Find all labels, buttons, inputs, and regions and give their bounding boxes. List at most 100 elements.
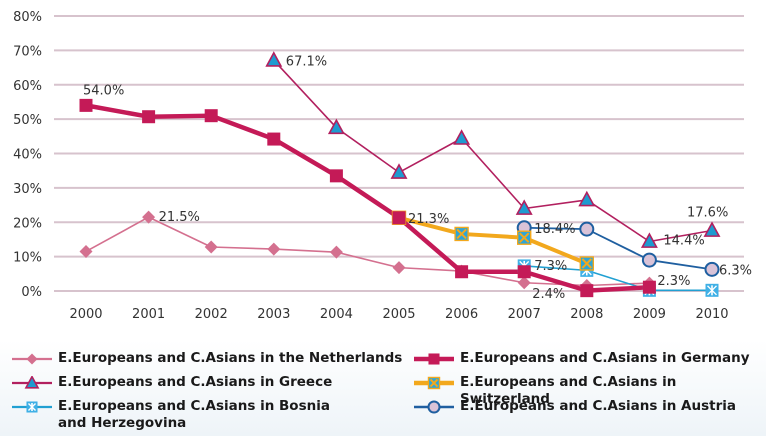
- legend-label: E.Europeans and C.Asians in Bosnia and H…: [58, 398, 330, 431]
- legend-marker: [428, 353, 440, 365]
- legend-label: E.Europeans and C.Asians in Greece: [58, 374, 333, 390]
- data-point-netherlands: [517, 276, 531, 290]
- circle-marker: [427, 400, 441, 414]
- y-axis-ticks: 0% 10% 20% 30% 40% 50% 60% 70% 80%: [13, 10, 42, 300]
- triangle-marker: [24, 376, 40, 389]
- data-point-switzerland: [454, 226, 469, 242]
- data-point-greece: [640, 232, 658, 248]
- x-square-stroke: [429, 378, 439, 388]
- data-point-greece: [265, 51, 283, 67]
- legend-swatch-germany: [414, 353, 454, 365]
- triangle-marker: [453, 129, 471, 145]
- data-point-greece: [453, 129, 471, 145]
- triangle-marker: [703, 221, 721, 237]
- series-line-netherlands: [85, 216, 650, 287]
- square-marker: [267, 132, 281, 146]
- data-point-austria: [641, 252, 657, 268]
- square-marker: [642, 280, 656, 294]
- legend-swatch-greece: [12, 376, 52, 389]
- data-label-netherlands: 2.3%: [657, 274, 690, 289]
- data-point-germany: [392, 211, 406, 225]
- series-line-austria: [524, 226, 713, 271]
- square-marker: [580, 284, 594, 298]
- circle-marker: [579, 221, 595, 237]
- legend-swatch-bosnia: [12, 401, 52, 413]
- data-point-greece: [515, 199, 533, 215]
- x-square-stroke: [518, 232, 530, 243]
- triangle-marker: [578, 190, 596, 207]
- x-square-stroke: [456, 228, 467, 240]
- square-marker: [428, 353, 440, 365]
- x-tick-label: 2005: [382, 307, 415, 322]
- series-line-switzerland: [398, 215, 588, 266]
- square-marker: [142, 110, 156, 124]
- data-point-germany: [204, 109, 218, 123]
- series-line-greece: [273, 59, 713, 243]
- asterisk-stroke: [27, 402, 37, 412]
- triangle-marker: [515, 199, 533, 215]
- data-point-germany: [517, 265, 531, 279]
- data-point-greece: [327, 118, 345, 135]
- series-lines: [85, 59, 713, 293]
- y-tick-label: 40%: [13, 148, 42, 163]
- data-point-netherlands: [142, 210, 156, 224]
- legend-item-greece: E.Europeans and C.Asians in Greece: [10, 374, 332, 391]
- legend-swatch-austria: [414, 400, 454, 414]
- square-marker: [392, 211, 406, 225]
- square-marker: [455, 265, 469, 279]
- legend-item-netherlands: E.Europeans and C.Asians in the Netherla…: [10, 350, 402, 367]
- legend-marker: [24, 376, 40, 389]
- data-point-bosnia: [705, 283, 719, 297]
- square-marker: [329, 169, 343, 183]
- data-point-germany: [455, 265, 469, 279]
- data-label-netherlands: 21.5%: [159, 210, 200, 225]
- x-axis-ticks: 2000 2001 2002 2003 2004 2005 2006 2007 2008 2009…: [69, 307, 728, 322]
- data-point-netherlands: [267, 242, 281, 256]
- legend-marker: [427, 376, 441, 390]
- data-label-greece: 17.6%: [687, 206, 728, 221]
- legend-item-austria: E.Europeans and C.Asians in Austria: [412, 398, 736, 415]
- y-tick-label: 60%: [13, 79, 42, 94]
- x-square-stroke: [581, 258, 593, 269]
- x-tick-label: 2006: [445, 307, 478, 322]
- data-point-germany: [79, 98, 93, 112]
- x-tick-label: 2010: [695, 307, 728, 322]
- diamond-marker: [204, 240, 218, 254]
- x-tick-label: 2000: [69, 307, 102, 322]
- diamond-marker: [142, 210, 156, 224]
- data-point-austria: [704, 261, 720, 277]
- series-line-bosnia: [524, 265, 712, 292]
- square-marker: [517, 265, 531, 279]
- data-label-netherlands: 2.4%: [532, 287, 565, 302]
- legend-item-switzerland: E.Europeans and C.Asians in Switzerland: [412, 374, 766, 408]
- data-label-greece: 14.4%: [663, 234, 704, 249]
- x-tick-label: 2007: [508, 307, 541, 322]
- line-chart: 0%10%20%30%40%50%60%70%80% 2000 2001 2002 2…: [13, 10, 752, 322]
- legend-label: E.Europeans and C.Asians in Austria: [460, 398, 736, 414]
- triangle-marker: [640, 232, 658, 248]
- circle-marker: [641, 252, 657, 268]
- y-tick-label: 70%: [13, 44, 42, 59]
- series-line-germany: [85, 103, 650, 293]
- data-label-germany: 54.0%: [83, 83, 124, 98]
- x-tick-label: 2003: [257, 307, 290, 322]
- diamond-marker: [517, 276, 531, 290]
- legend-marker: [26, 353, 38, 365]
- y-tick-label: 0%: [21, 285, 42, 300]
- data-point-greece: [703, 221, 721, 237]
- data-point-switzerland: [579, 256, 594, 271]
- asterisk-stroke: [707, 285, 717, 296]
- legend-item-bosnia: E.Europeans and C.Asians in Bosnia and H…: [10, 398, 330, 432]
- diamond-marker: [26, 353, 38, 365]
- data-point-netherlands: [204, 240, 218, 254]
- legend-item-germany: E.Europeans and C.Asians in Germany: [412, 350, 750, 367]
- data-point-netherlands: [329, 245, 343, 259]
- diamond-marker: [392, 261, 406, 275]
- legend-label: E.Europeans and C.Asians in Switzerland: [460, 374, 677, 407]
- data-point-germany: [580, 284, 594, 298]
- x-tick-label: 2004: [320, 307, 353, 322]
- diamond-marker: [329, 245, 343, 259]
- data-point-switzerland: [517, 230, 532, 245]
- legend-marker: [427, 400, 441, 414]
- data-labels: 21.5% 2.4% 2.3% 54.0% 67.1% 14.4% 17.6% 21.3% 7.…: [83, 54, 752, 301]
